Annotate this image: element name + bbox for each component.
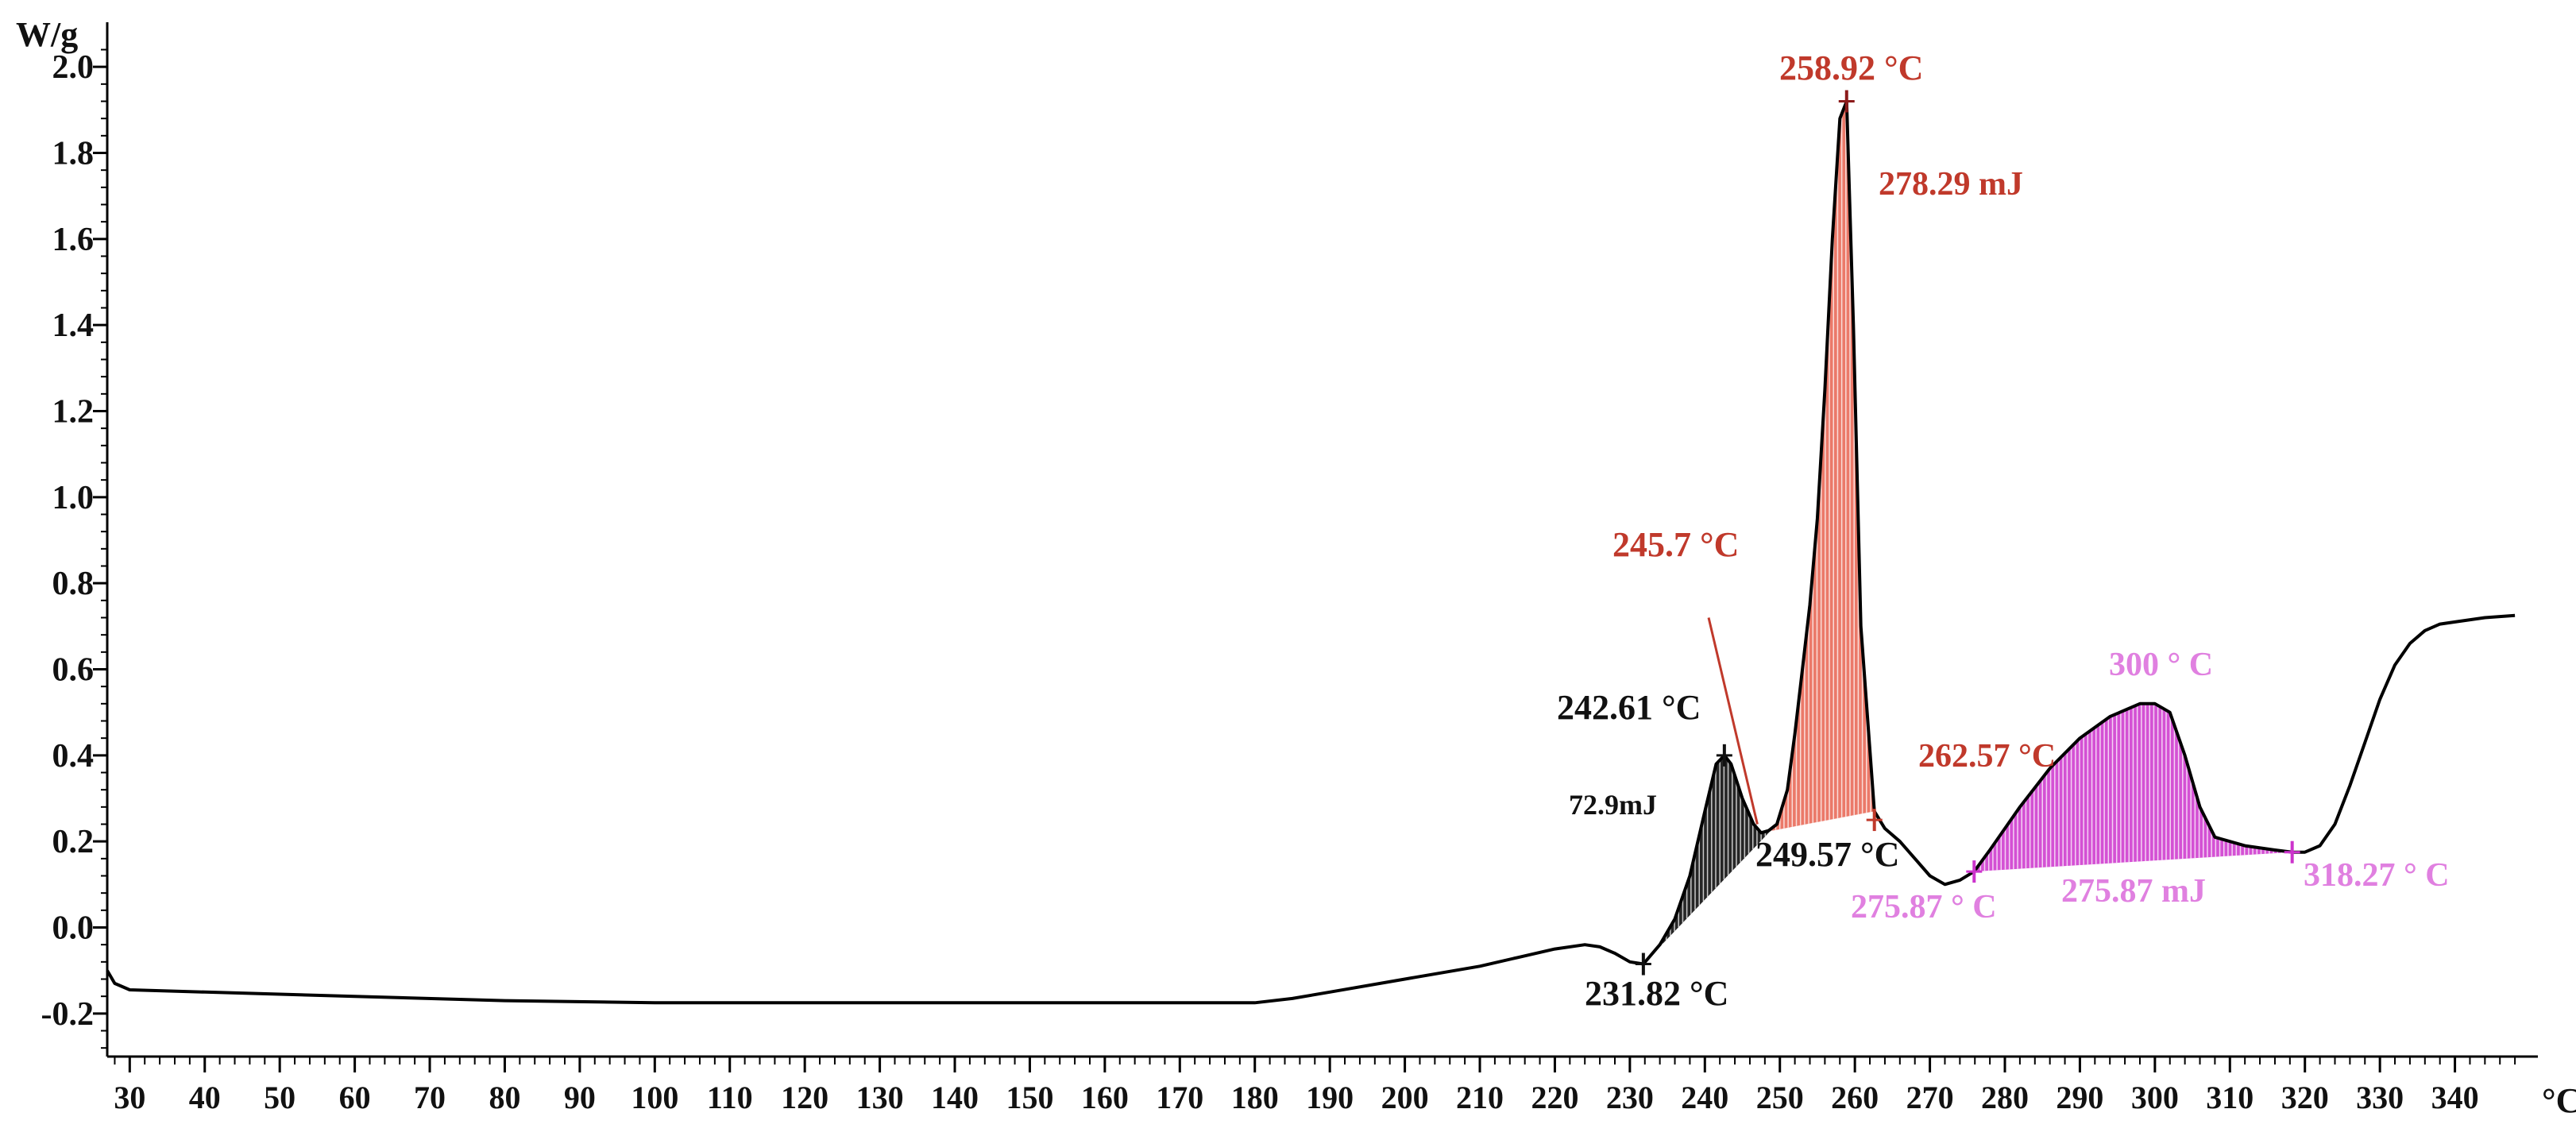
y-tick-label: 0.8 bbox=[52, 566, 95, 602]
annotation-onset-275-87: 275.87 ° C bbox=[1851, 889, 1997, 925]
x-tick-label: 70 bbox=[414, 1080, 446, 1115]
x-tick-label: 30 bbox=[114, 1080, 145, 1115]
annotation-peak-300: 300 ° C bbox=[2109, 647, 2213, 683]
annotation-onset-231-82: 231.82 °C bbox=[1585, 974, 1728, 1013]
annotation-onset-245-7: 245.7 °C bbox=[1612, 525, 1739, 564]
x-tick-label: 120 bbox=[781, 1080, 828, 1115]
annotations: 258.92 °C 278.29 mJ 245.7 °C 262.57 °C 2… bbox=[1557, 48, 2450, 1013]
y-tick-label: 0.0 bbox=[52, 910, 95, 947]
x-tick-label: 160 bbox=[1081, 1080, 1129, 1115]
markers bbox=[1635, 90, 2300, 976]
x-tick-label: 200 bbox=[1381, 1080, 1429, 1115]
annotation-endset-318-27: 318.27 ° C bbox=[2304, 857, 2450, 894]
annotation-end-249-57: 249.57 °C bbox=[1755, 835, 1899, 874]
x-axis-title: °C bbox=[2542, 1081, 2576, 1120]
x-tick-label: 110 bbox=[707, 1080, 753, 1115]
x-tick-label: 220 bbox=[1531, 1080, 1578, 1115]
axes: 30 40 50 60 70 80 90 100 110 120 130 140 150 160 170 18… bbox=[16, 15, 2576, 1120]
x-tick-label: 280 bbox=[1981, 1080, 2029, 1115]
x-tick-label: 330 bbox=[2356, 1080, 2404, 1115]
dsc-curve bbox=[106, 99, 2516, 1005]
y-tick-label: 2.0 bbox=[52, 49, 95, 86]
x-tick-label: 150 bbox=[1006, 1080, 1053, 1115]
x-tick-label: 140 bbox=[931, 1080, 979, 1115]
y-tick-label: 1.2 bbox=[52, 394, 95, 431]
annotation-enthalpy-275-87: 275.87 mJ bbox=[2061, 873, 2206, 910]
y-tick-label: 1.6 bbox=[52, 222, 95, 258]
y-tick-label: 0.4 bbox=[52, 738, 95, 775]
peak-area-red-hatch bbox=[1763, 102, 1871, 833]
x-tick-label: 320 bbox=[2281, 1080, 2329, 1115]
x-tick-label: 270 bbox=[1906, 1080, 1954, 1115]
x-tick-label: 230 bbox=[1606, 1080, 1654, 1115]
curve-layer bbox=[106, 99, 2516, 1005]
x-tick-label: 40 bbox=[189, 1080, 221, 1115]
x-tick-label: 50 bbox=[264, 1080, 295, 1115]
leader-245-7 bbox=[1707, 617, 1759, 825]
x-tick-label: 180 bbox=[1231, 1080, 1279, 1115]
x-tick-label: 100 bbox=[631, 1080, 678, 1115]
annotation-endset-262-57: 262.57 °C bbox=[1918, 738, 2056, 775]
y-tick-label: 1.4 bbox=[52, 307, 95, 344]
y-tick-label: 0.2 bbox=[52, 824, 95, 860]
peak-areas bbox=[1643, 101, 2292, 964]
y-tick-label: 1.8 bbox=[52, 136, 95, 172]
x-tick-label: 80 bbox=[489, 1080, 520, 1115]
x-tick-label: 170 bbox=[1156, 1080, 1203, 1115]
x-tick-label: 250 bbox=[1756, 1080, 1804, 1115]
peak-area-black-hatch bbox=[1644, 755, 1775, 962]
y-axis-title: W/g bbox=[16, 15, 78, 54]
x-tick-label: 260 bbox=[1831, 1080, 1879, 1115]
y-tick-label: -0.2 bbox=[41, 996, 95, 1033]
x-tick-label: 290 bbox=[2056, 1080, 2103, 1115]
annotation-enthalpy-72-9: 72.9mJ bbox=[1569, 789, 1657, 821]
x-tick-label: 190 bbox=[1306, 1080, 1354, 1115]
peak-area-black bbox=[1643, 755, 1777, 964]
x-tick-label: 210 bbox=[1456, 1080, 1504, 1115]
x-tick-label: 240 bbox=[1681, 1080, 1728, 1115]
y-tick-label: 0.6 bbox=[52, 652, 95, 689]
x-tick-label: 130 bbox=[856, 1080, 904, 1115]
x-tick-label: 310 bbox=[2206, 1080, 2254, 1115]
x-tick-label: 340 bbox=[2431, 1080, 2479, 1115]
x-tick-label: 90 bbox=[564, 1080, 596, 1115]
annotation-enthalpy-278-29: 278.29 mJ bbox=[1879, 166, 2023, 203]
y-tick-label: 1.0 bbox=[52, 480, 95, 516]
x-tick-label: 60 bbox=[339, 1080, 371, 1115]
annotation-peak-242-61: 242.61 °C bbox=[1557, 688, 1701, 727]
x-tick-label: 300 bbox=[2131, 1080, 2179, 1115]
annotation-peak-258-92: 258.92 °C bbox=[1779, 48, 1923, 87]
